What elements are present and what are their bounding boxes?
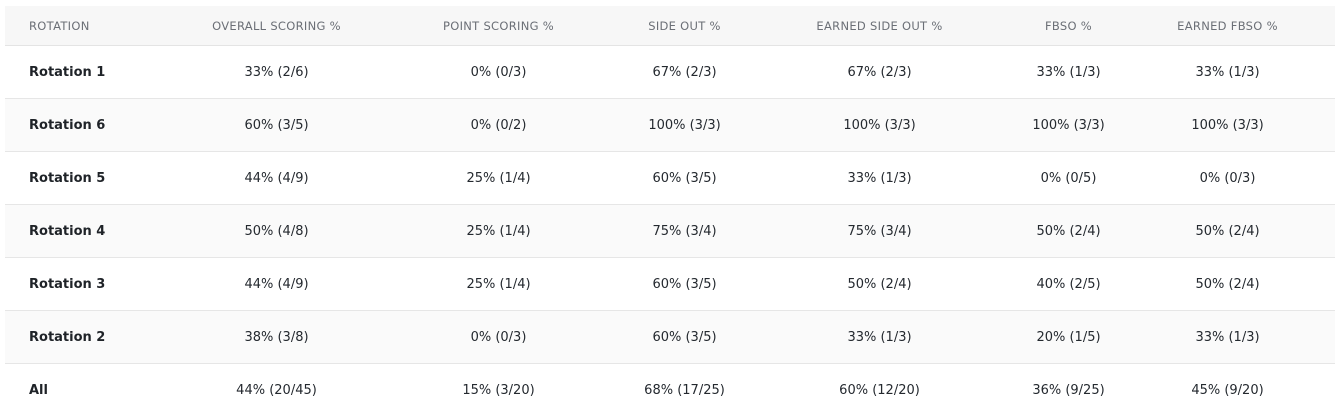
- earned-fbso-cell: 100% (3/3): [1120, 99, 1335, 152]
- side-out-cell: 60% (3/5): [627, 311, 742, 364]
- column-header-earned-fbso[interactable]: EARNED FBSO %: [1120, 6, 1335, 46]
- earned-fbso-cell: 50% (2/4): [1120, 205, 1335, 258]
- point-scoring-cell: 25% (1/4): [370, 152, 627, 205]
- earned-side-out-cell: 100% (3/3): [742, 99, 1017, 152]
- fbso-cell: 50% (2/4): [1017, 205, 1120, 258]
- earned-fbso-cell: 45% (9/20): [1120, 364, 1335, 416]
- earned-side-out-cell: 50% (2/4): [742, 258, 1017, 311]
- fbso-cell: 100% (3/3): [1017, 99, 1120, 152]
- rotation-stats-table: ROTATION OVERALL SCORING % POINT SCORING…: [5, 6, 1335, 416]
- earned-side-out-cell: 33% (1/3): [742, 152, 1017, 205]
- rotation-label: All: [5, 364, 183, 416]
- rotation-label: Rotation 1: [5, 46, 183, 99]
- rotation-label: Rotation 3: [5, 258, 183, 311]
- table-header: ROTATION OVERALL SCORING % POINT SCORING…: [5, 6, 1335, 46]
- column-header-overall-scoring[interactable]: OVERALL SCORING %: [183, 6, 370, 46]
- column-header-fbso[interactable]: FBSO %: [1017, 6, 1120, 46]
- earned-side-out-cell: 60% (12/20): [742, 364, 1017, 416]
- column-header-point-scoring[interactable]: POINT SCORING %: [370, 6, 627, 46]
- fbso-cell: 33% (1/3): [1017, 46, 1120, 99]
- overall-scoring-cell: 60% (3/5): [183, 99, 370, 152]
- point-scoring-cell: 25% (1/4): [370, 205, 627, 258]
- overall-scoring-cell: 50% (4/8): [183, 205, 370, 258]
- side-out-cell: 60% (3/5): [627, 258, 742, 311]
- table-row: Rotation 1 33% (2/6) 0% (0/3) 67% (2/3) …: [5, 46, 1335, 99]
- side-out-cell: 60% (3/5): [627, 152, 742, 205]
- side-out-cell: 68% (17/25): [627, 364, 742, 416]
- table-row: Rotation 3 44% (4/9) 25% (1/4) 60% (3/5)…: [5, 258, 1335, 311]
- column-header-rotation[interactable]: ROTATION: [5, 6, 183, 46]
- table-row: Rotation 2 38% (3/8) 0% (0/3) 60% (3/5) …: [5, 311, 1335, 364]
- point-scoring-cell: 15% (3/20): [370, 364, 627, 416]
- point-scoring-cell: 0% (0/3): [370, 46, 627, 99]
- rotation-stats-panel: ROTATION OVERALL SCORING % POINT SCORING…: [5, 6, 1335, 416]
- side-out-cell: 100% (3/3): [627, 99, 742, 152]
- table-body: Rotation 1 33% (2/6) 0% (0/3) 67% (2/3) …: [5, 46, 1335, 416]
- column-header-earned-side-out[interactable]: EARNED SIDE OUT %: [742, 6, 1017, 46]
- point-scoring-cell: 0% (0/2): [370, 99, 627, 152]
- overall-scoring-cell: 44% (4/9): [183, 152, 370, 205]
- fbso-cell: 36% (9/25): [1017, 364, 1120, 416]
- column-header-side-out[interactable]: SIDE OUT %: [627, 6, 742, 46]
- overall-scoring-cell: 44% (4/9): [183, 258, 370, 311]
- point-scoring-cell: 0% (0/3): [370, 311, 627, 364]
- earned-fbso-cell: 50% (2/4): [1120, 258, 1335, 311]
- fbso-cell: 40% (2/5): [1017, 258, 1120, 311]
- rotation-label: Rotation 5: [5, 152, 183, 205]
- earned-fbso-cell: 0% (0/3): [1120, 152, 1335, 205]
- overall-scoring-cell: 33% (2/6): [183, 46, 370, 99]
- table-row-total: All 44% (20/45) 15% (3/20) 68% (17/25) 6…: [5, 364, 1335, 416]
- overall-scoring-cell: 44% (20/45): [183, 364, 370, 416]
- earned-side-out-cell: 33% (1/3): [742, 311, 1017, 364]
- earned-fbso-cell: 33% (1/3): [1120, 311, 1335, 364]
- fbso-cell: 0% (0/5): [1017, 152, 1120, 205]
- table-row: Rotation 6 60% (3/5) 0% (0/2) 100% (3/3)…: [5, 99, 1335, 152]
- side-out-cell: 67% (2/3): [627, 46, 742, 99]
- fbso-cell: 20% (1/5): [1017, 311, 1120, 364]
- point-scoring-cell: 25% (1/4): [370, 258, 627, 311]
- table-row: Rotation 5 44% (4/9) 25% (1/4) 60% (3/5)…: [5, 152, 1335, 205]
- earned-side-out-cell: 67% (2/3): [742, 46, 1017, 99]
- rotation-label: Rotation 6: [5, 99, 183, 152]
- rotation-label: Rotation 4: [5, 205, 183, 258]
- side-out-cell: 75% (3/4): [627, 205, 742, 258]
- earned-fbso-cell: 33% (1/3): [1120, 46, 1335, 99]
- header-row: ROTATION OVERALL SCORING % POINT SCORING…: [5, 6, 1335, 46]
- rotation-label: Rotation 2: [5, 311, 183, 364]
- table-row: Rotation 4 50% (4/8) 25% (1/4) 75% (3/4)…: [5, 205, 1335, 258]
- overall-scoring-cell: 38% (3/8): [183, 311, 370, 364]
- earned-side-out-cell: 75% (3/4): [742, 205, 1017, 258]
